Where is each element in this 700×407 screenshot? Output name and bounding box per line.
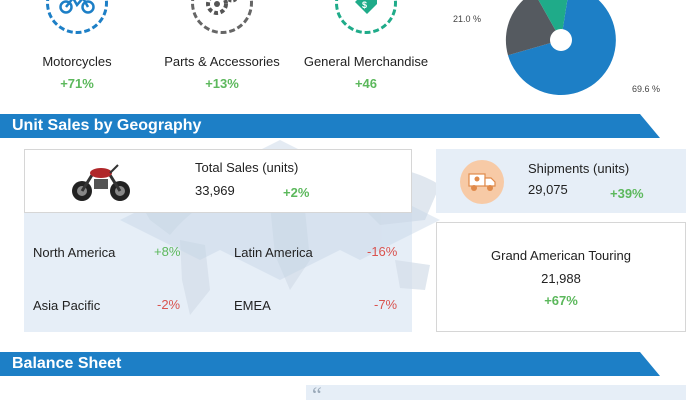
region-name-north-america: North America	[33, 245, 116, 260]
grand-touring-label: Grand American Touring	[491, 248, 631, 263]
pie-label-small: 21.0 %	[453, 14, 482, 24]
quote-box	[306, 385, 686, 400]
delivery-truck-icon	[460, 160, 504, 204]
category-label-merchandise: General Merchandise	[303, 54, 429, 69]
grand-touring-card	[436, 222, 686, 332]
price-tag-icon: $	[335, 0, 397, 34]
region-change-latin-america: -16%	[367, 244, 398, 259]
section-banner-balance-sheet: Balance Sheet	[0, 352, 660, 376]
shipments-value: 29,075	[528, 182, 568, 197]
category-label-motorcycles: Motorcycles	[42, 54, 112, 69]
section-banner-geography: Unit Sales by Geography	[0, 114, 660, 138]
total-sales-label: Total Sales (units)	[195, 160, 299, 175]
pie-label-large: 69.6 %	[632, 84, 661, 94]
grand-touring-value: 21,988	[541, 271, 581, 286]
section-title-geography: Unit Sales by Geography	[12, 117, 202, 134]
region-name-asia-pacific: Asia Pacific	[33, 298, 101, 313]
category-change-parts: +13%	[205, 76, 239, 91]
section-title-balance-sheet: Balance Sheet	[12, 355, 122, 372]
motorcycle-photo-icon	[72, 164, 130, 201]
region-change-emea: -7%	[374, 297, 398, 312]
region-change-asia-pacific: -2%	[157, 297, 181, 312]
revenue-pie-chart	[505, 0, 616, 95]
category-label-parts: Parts & Accessories	[164, 54, 280, 69]
shipments-change: +39%	[610, 186, 644, 201]
region-name-emea: EMEA	[234, 298, 271, 313]
region-name-latin-america: Latin America	[234, 245, 313, 260]
grand-touring-change: +67%	[544, 293, 578, 308]
total-sales-change: +2%	[283, 185, 310, 200]
gears-icon	[191, 0, 253, 34]
total-sales-value: 33,969	[195, 183, 235, 198]
pie-slice-medium	[505, 0, 561, 56]
svg-text:$: $	[362, 0, 367, 10]
shipments-label: Shipments (units)	[528, 161, 630, 176]
quote-mark-icon: “	[312, 382, 322, 407]
motorcycle-icon	[46, 0, 108, 34]
region-change-north-america: +8%	[154, 244, 181, 259]
category-change-motorcycles: +71%	[60, 76, 94, 91]
category-change-merchandise: +46	[354, 76, 378, 91]
